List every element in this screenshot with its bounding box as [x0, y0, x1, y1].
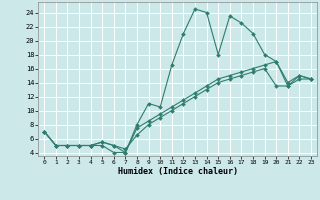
X-axis label: Humidex (Indice chaleur): Humidex (Indice chaleur) — [118, 167, 238, 176]
